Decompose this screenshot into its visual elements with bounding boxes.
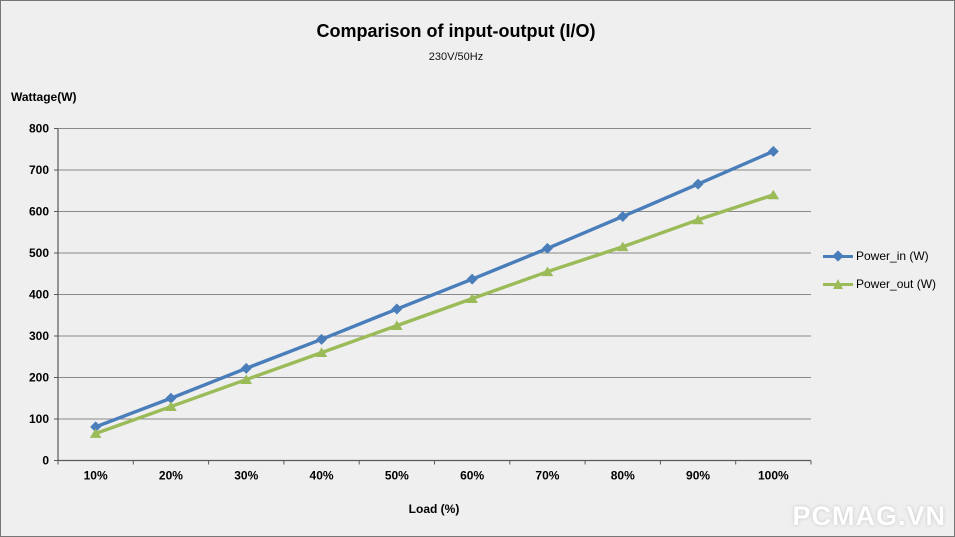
- legend-marker-power-out: [823, 278, 853, 290]
- x-tick-label: 10%: [84, 469, 108, 483]
- data-point-marker-diamond: [767, 145, 779, 157]
- chart-subtitle: 230V/50Hz: [428, 51, 484, 63]
- x-tick-label: 70%: [535, 469, 559, 483]
- data-point-marker-diamond: [240, 362, 252, 374]
- data-point-marker-triangle: [541, 266, 554, 277]
- x-tick-label: 50%: [385, 469, 409, 483]
- x-tick-label: 30%: [234, 469, 258, 483]
- watermark: PCMAG.VN: [792, 501, 946, 531]
- series-line-diamond: [93, 149, 776, 429]
- x-tick-label: 40%: [310, 469, 334, 483]
- data-point-marker-triangle: [315, 347, 328, 357]
- data-point-marker-triangle: [616, 241, 629, 252]
- x-tick-label: 60%: [460, 469, 484, 483]
- x-tick-label: 100%: [758, 469, 789, 483]
- data-point-marker-diamond: [541, 242, 553, 254]
- data-point-marker-diamond: [316, 333, 328, 345]
- data-point-marker-triangle: [165, 401, 177, 411]
- data-point-marker-triangle: [240, 374, 253, 384]
- data-point-marker-triangle: [89, 428, 102, 438]
- y-tick-label: 0: [42, 454, 49, 468]
- x-tick-label: 20%: [159, 469, 183, 483]
- data-point-marker-triangle: [466, 293, 478, 304]
- legend-marker-diamond-icon: [832, 250, 844, 262]
- data-point-marker-triangle: [391, 320, 403, 331]
- y-axis-title: Wattage(W): [11, 90, 77, 104]
- y-tick-label: 700: [29, 163, 49, 177]
- data-point-marker-diamond: [692, 178, 704, 190]
- data-point-marker-triangle: [767, 189, 780, 200]
- x-tick-label: 80%: [611, 469, 635, 483]
- y-tick-label: 300: [29, 329, 49, 343]
- legend-label-power-out: Power_out (W): [856, 277, 937, 291]
- y-tick-label: 200: [29, 371, 49, 385]
- legend-marker-triangle-icon: [833, 279, 843, 289]
- chart-title: Comparison of input-output (I/O): [316, 21, 596, 41]
- data-point-marker-diamond: [617, 210, 629, 222]
- legend-item-power-out: Power_out (W): [823, 274, 936, 294]
- data-point-marker-diamond: [466, 273, 478, 285]
- series-line-triangle: [93, 193, 776, 436]
- legend-marker-power-in: [823, 250, 853, 262]
- x-tick-label: 90%: [686, 469, 710, 483]
- y-tick-label: 800: [29, 122, 49, 136]
- data-point-marker-diamond: [165, 392, 177, 404]
- y-tick-label: 600: [29, 205, 49, 219]
- legend-item-power-in: Power_in (W): [823, 246, 936, 266]
- data-point-marker-triangle: [692, 214, 704, 225]
- data-point-marker-diamond: [90, 421, 102, 433]
- legend: Power_in (W) Power_out (W): [823, 246, 936, 302]
- y-tick-label: 100: [29, 412, 49, 426]
- y-tick-label: 400: [29, 288, 49, 302]
- legend-label-power-in: Power_in (W): [856, 249, 929, 263]
- x-axis-title: Load (%): [408, 502, 460, 516]
- data-point-marker-diamond: [391, 303, 403, 315]
- y-tick-label: 500: [29, 246, 49, 260]
